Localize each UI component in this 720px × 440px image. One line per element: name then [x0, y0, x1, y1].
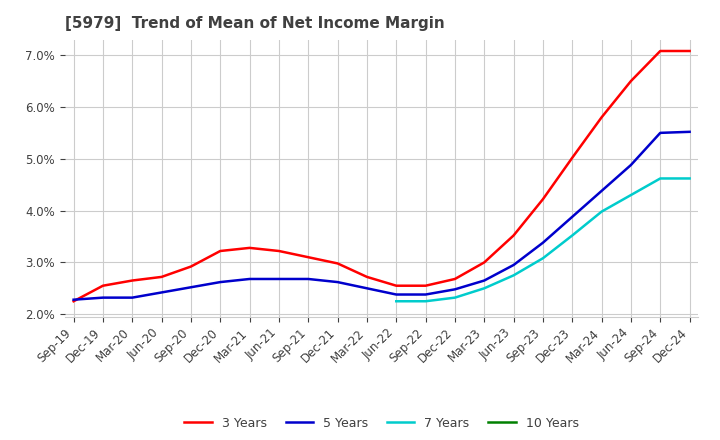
5 Years [216, 279, 225, 285]
7 Years [480, 286, 489, 291]
3 Years [685, 48, 694, 54]
3 Years [392, 283, 400, 288]
5 Years [568, 214, 577, 220]
5 Years [421, 292, 430, 297]
3 Years [656, 48, 665, 54]
3 Years [598, 115, 606, 120]
5 Years [246, 276, 254, 282]
3 Years [128, 278, 137, 283]
Line: 5 Years: 5 Years [73, 132, 690, 300]
7 Years [685, 176, 694, 181]
5 Years [451, 287, 459, 292]
3 Years [304, 255, 312, 260]
5 Years [480, 278, 489, 283]
3 Years [480, 260, 489, 265]
5 Years [274, 276, 283, 282]
3 Years [157, 274, 166, 279]
5 Years [304, 276, 312, 282]
7 Years [539, 256, 547, 261]
3 Years [451, 276, 459, 282]
5 Years [626, 162, 635, 168]
3 Years [274, 248, 283, 253]
Text: [5979]  Trend of Mean of Net Income Margin: [5979] Trend of Mean of Net Income Margi… [65, 16, 444, 32]
5 Years [598, 188, 606, 194]
3 Years [99, 283, 107, 288]
3 Years [216, 248, 225, 253]
7 Years [392, 299, 400, 304]
5 Years [539, 240, 547, 246]
3 Years [421, 283, 430, 288]
3 Years [509, 233, 518, 238]
7 Years [421, 299, 430, 304]
3 Years [246, 245, 254, 250]
5 Years [333, 279, 342, 285]
3 Years [186, 264, 195, 269]
3 Years [363, 274, 372, 279]
7 Years [656, 176, 665, 181]
5 Years [509, 262, 518, 268]
5 Years [69, 297, 78, 302]
3 Years [539, 197, 547, 202]
5 Years [157, 290, 166, 295]
5 Years [685, 129, 694, 135]
5 Years [363, 286, 372, 291]
5 Years [186, 285, 195, 290]
3 Years [568, 155, 577, 160]
Legend: 3 Years, 5 Years, 7 Years, 10 Years: 3 Years, 5 Years, 7 Years, 10 Years [179, 412, 584, 435]
7 Years [451, 295, 459, 300]
7 Years [568, 233, 577, 238]
5 Years [128, 295, 137, 300]
7 Years [509, 273, 518, 278]
7 Years [598, 209, 606, 214]
Line: 3 Years: 3 Years [73, 51, 690, 301]
3 Years [69, 299, 78, 304]
5 Years [656, 130, 665, 136]
7 Years [626, 192, 635, 198]
5 Years [99, 295, 107, 300]
Line: 7 Years: 7 Years [396, 179, 690, 301]
5 Years [392, 292, 400, 297]
3 Years [626, 78, 635, 84]
3 Years [333, 261, 342, 266]
